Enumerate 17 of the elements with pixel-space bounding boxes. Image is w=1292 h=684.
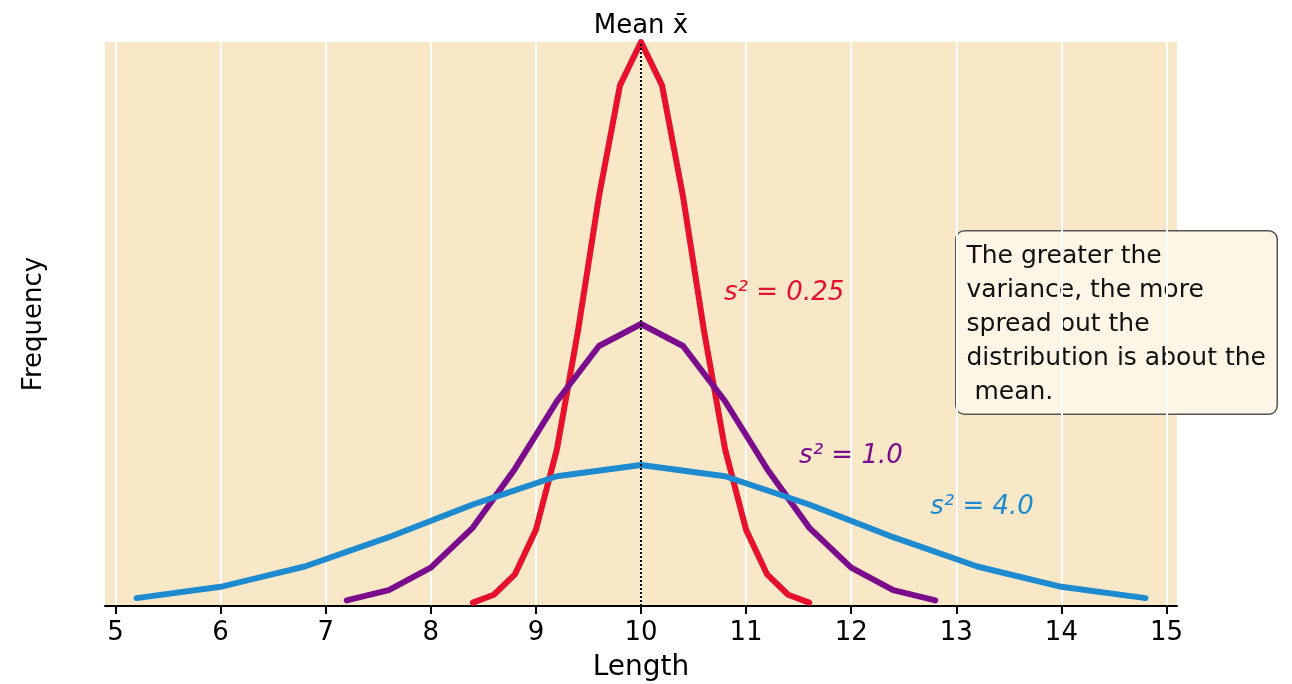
ref-line-label: Mean x̄	[593, 9, 689, 39]
x-tick-label: 10	[624, 616, 658, 646]
x-tick-label: 8	[422, 616, 440, 646]
x-tick-label: 15	[1149, 616, 1184, 646]
series-label: s² = 4.0	[930, 490, 1034, 521]
x-tick-label: 9	[527, 616, 545, 646]
x-tick-label: 11	[729, 616, 763, 646]
x-tick-label: 14	[1044, 616, 1078, 646]
y-axis-title: Frequency	[17, 256, 47, 392]
x-axis-title: Length	[592, 648, 690, 682]
series-label: s² = 0.25	[724, 276, 845, 307]
x-tick-label: 6	[212, 616, 229, 646]
x-tick-label: 5	[107, 616, 124, 646]
series-label: s² = 1.0	[799, 438, 903, 469]
x-tick-label: 13	[939, 616, 973, 646]
x-tick-label: 7	[317, 616, 334, 646]
x-tick-label: 12	[834, 616, 868, 646]
